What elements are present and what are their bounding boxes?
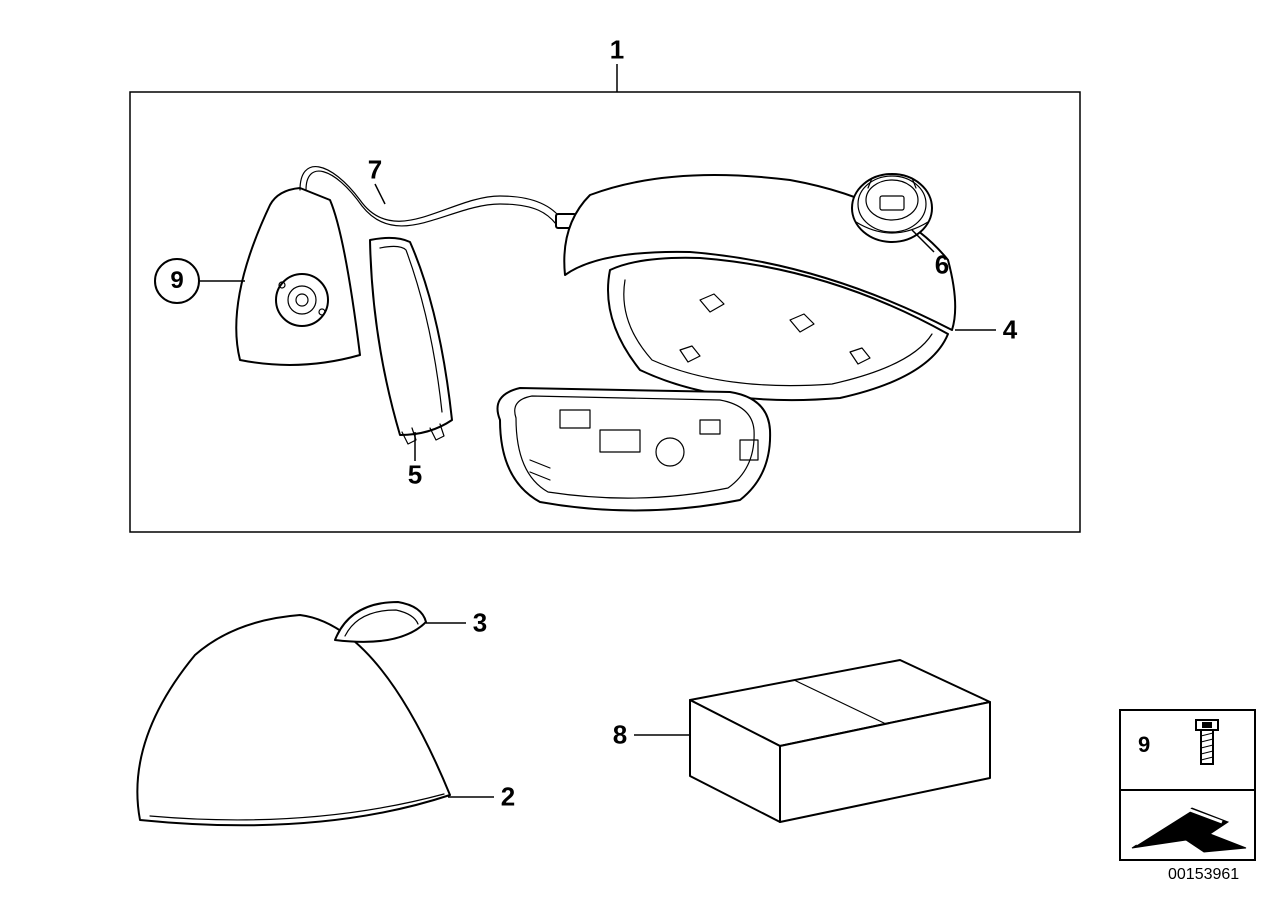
diagram-stage: 1 9 7 5 6 4 3 2 8 9 00153961 (0, 0, 1287, 910)
callout-label-9: 9 (170, 267, 183, 295)
callout-label-3: 3 (473, 608, 487, 639)
callout-label-5: 5 (408, 460, 422, 491)
part-8-box (690, 660, 990, 822)
part-2-cover (137, 615, 450, 825)
callout-label-7: 7 (368, 155, 382, 186)
callout-label-1: 1 (610, 35, 624, 66)
callout-label-2: 2 (501, 782, 515, 813)
part-baseplate (498, 388, 771, 511)
part-6-motor (852, 174, 932, 242)
reference-id: 00153961 (1168, 866, 1239, 884)
part-5-inner-cover (370, 238, 452, 444)
callout-label-6: 6 (935, 250, 949, 281)
callout-line-7 (375, 184, 385, 204)
callout-label-4: 4 (1003, 315, 1017, 346)
part-3-trim (335, 602, 426, 642)
callout-label-8: 8 (613, 720, 627, 751)
legend-screw-label: 9 (1138, 732, 1150, 758)
diagram-svg (0, 0, 1287, 910)
